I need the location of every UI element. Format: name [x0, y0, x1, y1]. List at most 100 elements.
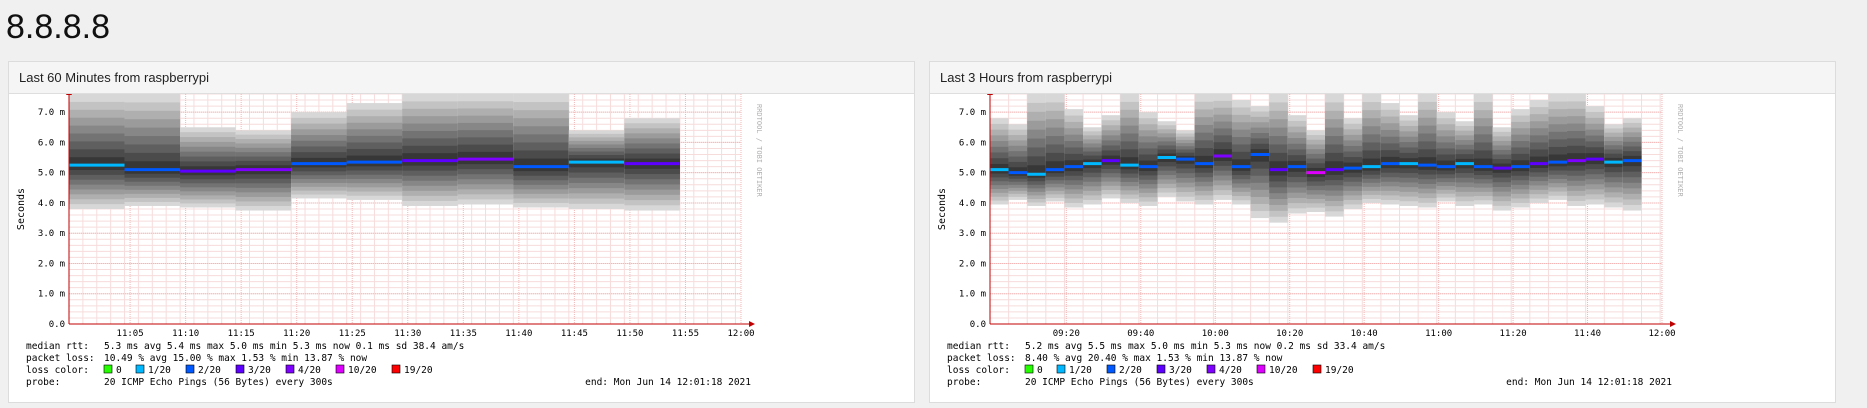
smoke-band: [124, 161, 181, 174]
loss-color-label: 19/20: [404, 365, 433, 376]
x-tick-label: 11:50: [616, 329, 643, 339]
loss-color-swatch: [391, 364, 401, 374]
y-tick-label: 2.0 m: [959, 259, 986, 269]
loss-color-label: 19/20: [1325, 365, 1354, 376]
panel-header: Last 60 Minutes from raspberrypi: [9, 62, 914, 94]
y-tick-label: 1.0 m: [38, 290, 65, 300]
y-axis-arrow: [987, 94, 993, 95]
loss-color-swatch: [335, 364, 345, 374]
x-tick-label: 12:00: [727, 329, 754, 339]
x-tick-label: 11:00: [1425, 329, 1452, 339]
loss-color-label: 0: [116, 365, 122, 376]
y-tick-label: 7.0 m: [38, 108, 65, 118]
loss-color-swatch: [1156, 364, 1166, 374]
loss-color-swatch: [135, 364, 145, 374]
median-rtt-values: 5.2 ms avg 5.5 ms max 5.0 ms min 5.3 ms …: [1025, 341, 1385, 352]
loss-color-swatch: [1312, 364, 1322, 374]
panel-header: Last 3 Hours from raspberrypi: [930, 62, 1835, 94]
y-tick-label: 3.0 m: [38, 229, 65, 239]
y-tick-label: 4.0 m: [959, 199, 986, 209]
loss-color-label: 3/20: [1169, 365, 1192, 376]
loss-color-label: 4/20: [298, 365, 321, 376]
median-rtt-values: 5.3 ms avg 5.4 ms max 5.0 ms min 5.3 ms …: [104, 341, 464, 352]
loss-color-label: 10/20: [348, 365, 377, 376]
packet-loss-label: packet loss:: [26, 353, 95, 364]
loss-color-label: 10/20: [1269, 365, 1298, 376]
smokeping-graph: 0.0 1.0 m 2.0 m 3.0 m 4.0 m 5.0 m 6.0 m 7.0 m 11…: [16, 94, 763, 388]
loss-color-swatch: [1206, 364, 1216, 374]
smoke-band: [1548, 154, 1568, 167]
loss-color-label: 4/20: [1219, 365, 1242, 376]
probe-values: 20 ICMP Echo Pings (56 Bytes) every 300s: [104, 377, 333, 388]
packet-loss-values: 8.40 % avg 20.40 % max 1.53 % min 13.87 …: [1025, 353, 1283, 364]
packet-loss-label: packet loss:: [947, 353, 1016, 364]
probe-label: probe:: [947, 377, 981, 388]
loss-color-swatch: [1056, 364, 1066, 374]
x-tick-label: 11:30: [394, 329, 421, 339]
y-tick-label: 0.0: [970, 320, 986, 330]
y-tick-label: 4.0 m: [38, 199, 65, 209]
loss-color-label: 3/20: [248, 365, 271, 376]
y-tick-label: 2.0 m: [38, 259, 65, 269]
loss-color-label: 1/20: [1069, 365, 1092, 376]
rrdtool-watermark: RRDTOOL / TOBI OETIKER: [755, 104, 763, 198]
loss-color-label: loss color:: [947, 365, 1010, 376]
smoke-band: [1027, 165, 1046, 178]
y-axis-label: Seconds: [937, 188, 948, 230]
x-tick-label: 09:40: [1127, 329, 1154, 339]
smoke-band: [513, 158, 569, 172]
loss-color-label: 2/20: [198, 365, 221, 376]
y-tick-label: 6.0 m: [38, 138, 65, 148]
smokeping-graph: 0.0 1.0 m 2.0 m 3.0 m 4.0 m 5.0 m 6.0 m 7.0 m 09…: [937, 94, 1684, 388]
loss-color-swatch: [1024, 364, 1034, 374]
x-tick-label: 10:40: [1351, 329, 1378, 339]
y-tick-label: 5.0 m: [38, 169, 65, 179]
probe-label: probe:: [26, 377, 60, 388]
loss-color-label: loss color:: [26, 365, 89, 376]
graph-panel-3h: Last 3 Hours from raspberrypi 0.0 1.0 m 2.…: [929, 61, 1836, 403]
smoke-band: [1325, 161, 1344, 175]
smoke-band: [1473, 158, 1493, 171]
end-timestamp: end: Mon Jun 14 12:01:18 2021: [1506, 377, 1672, 388]
loss-color-swatch: [103, 364, 113, 374]
loss-color-swatch: [1256, 364, 1266, 374]
smoke-band: [1120, 157, 1139, 170]
median-rtt-label: median rtt:: [947, 341, 1010, 352]
y-axis-label: Seconds: [16, 188, 27, 230]
smoke-band: [1362, 158, 1381, 171]
x-tick-label: 11:15: [228, 329, 255, 339]
x-tick-label: 10:00: [1202, 329, 1229, 339]
smoke-band: [1231, 159, 1251, 171]
y-tick-label: 6.0 m: [959, 138, 986, 148]
probe-values: 20 ICMP Echo Pings (56 Bytes) every 300s: [1025, 377, 1254, 388]
y-axis-arrow: [66, 94, 72, 95]
packet-loss-values: 10.49 % avg 15.00 % max 1.53 % min 13.87…: [104, 353, 367, 364]
x-tick-label: 11:40: [505, 329, 532, 339]
x-tick-label: 11:20: [1500, 329, 1527, 339]
loss-color-swatch: [235, 364, 245, 374]
graph-panel-60min: Last 60 Minutes from raspberrypi 0.0 1.0 …: [8, 61, 915, 403]
rrdtool-watermark: RRDTOOL / TOBI OETIKER: [1676, 104, 1684, 198]
y-tick-label: 3.0 m: [959, 229, 986, 239]
smoke-band: [1194, 155, 1214, 169]
y-tick-label: 1.0 m: [959, 290, 986, 300]
x-tick-label: 11:10: [172, 329, 199, 339]
loss-color-label: 1/20: [148, 365, 171, 376]
x-tick-label: 12:00: [1648, 329, 1675, 339]
smoke-band: [1045, 161, 1065, 174]
page-title: 8.8.8.8: [6, 8, 110, 46]
loss-color-label: 2/20: [1119, 365, 1142, 376]
y-tick-label: 0.0: [49, 320, 65, 330]
x-tick-label: 09:20: [1053, 329, 1080, 339]
smoke-band: [69, 157, 125, 170]
loss-color-swatch: [285, 364, 295, 374]
y-tick-label: 5.0 m: [959, 169, 986, 179]
loss-color-swatch: [185, 364, 195, 374]
x-tick-label: 11:25: [339, 329, 366, 339]
x-axis-arrow: [749, 321, 755, 327]
median-rtt-label: median rtt:: [26, 341, 89, 352]
y-tick-label: 7.0 m: [959, 108, 986, 118]
x-tick-label: 10:20: [1276, 329, 1303, 339]
x-tick-label: 11:20: [283, 329, 310, 339]
x-tick-label: 11:40: [1574, 329, 1601, 339]
